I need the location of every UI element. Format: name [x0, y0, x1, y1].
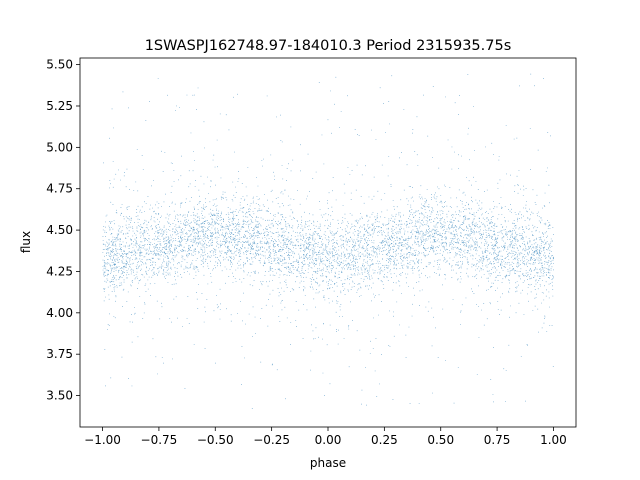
x-tick-label: −1.00 [84, 433, 121, 447]
x-tick-label: −0.25 [253, 433, 290, 447]
y-axis-label: flux [19, 231, 33, 253]
chart-title: 1SWASPJ162748.97-184010.3 Period 2315935… [145, 38, 512, 54]
x-tick-label: −0.75 [141, 433, 178, 447]
y-tick-label: 3.75 [46, 347, 73, 361]
y-tick-label: 5.50 [46, 58, 73, 72]
y-tick-label: 5.25 [46, 99, 73, 113]
y-tick-label: 4.50 [46, 223, 73, 237]
y-tick-label: 5.00 [46, 140, 73, 154]
x-tick-label: 0.25 [371, 433, 398, 447]
plot-area [79, 57, 577, 428]
x-tick-label: 1.00 [540, 433, 567, 447]
axes-background [80, 58, 576, 427]
x-tick-label: 0.50 [427, 433, 454, 447]
scatter-points [102, 73, 554, 409]
y-tick-label: 3.50 [46, 389, 73, 403]
x-axis-ticks: −1.00 −0.75 −0.50 −0.25 0.00 0.25 0.50 0.75 1.00 [84, 427, 567, 447]
y-axis-ticks: 3.50 3.75 4.00 4.25 4.50 4.75 5.00 5.25 5.50 [46, 58, 80, 403]
data-point-cloud [102, 73, 554, 409]
x-tick-label: 0.00 [315, 433, 342, 447]
x-tick-label: 0.75 [484, 433, 511, 447]
x-axis-label: phase [310, 456, 346, 470]
x-tick-label: −0.50 [197, 433, 234, 447]
y-tick-label: 4.25 [46, 264, 73, 278]
y-tick-label: 4.00 [46, 306, 73, 320]
y-tick-label: 4.75 [46, 182, 73, 196]
